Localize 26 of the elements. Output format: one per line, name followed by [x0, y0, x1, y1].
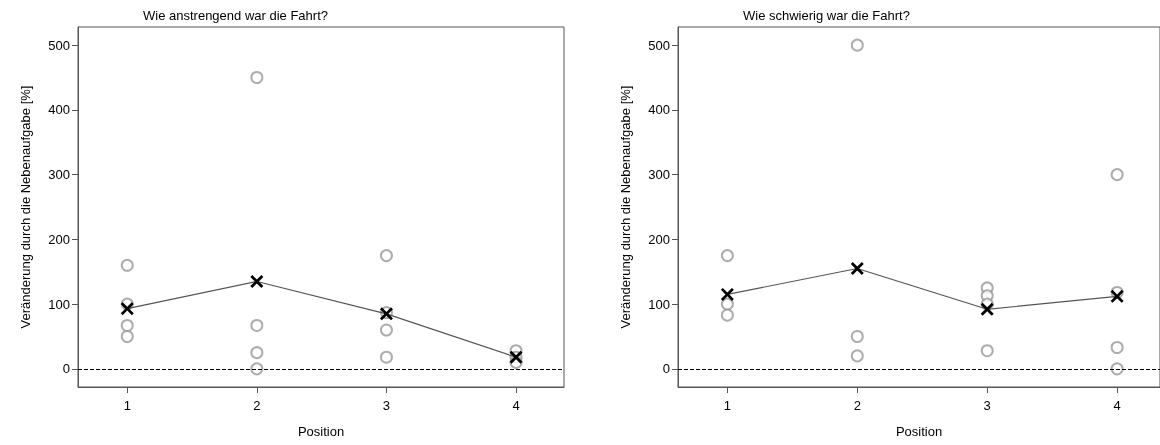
x-tick-label: 1 [123, 398, 131, 413]
y-axis-title: Veränderung durch die Nebenaufgabe [%] [618, 85, 633, 329]
y-tick-label: 200 [648, 231, 670, 247]
chart-title: Wie anstrengend war die Fahrt? [143, 8, 328, 23]
x-axis-title: Position [895, 424, 943, 439]
x-tick-label: 3 [382, 398, 391, 413]
y-tick-label: 300 [48, 167, 70, 183]
y-tick-label: 400 [48, 102, 70, 118]
y-tick-label: 400 [648, 102, 670, 118]
x-tick-label: 4 [1113, 398, 1121, 413]
x-tick-label: 2 [253, 398, 261, 413]
y-tick-label: 300 [648, 167, 670, 183]
x-axis-title: Position [297, 424, 345, 439]
y-tick-label: 0 [62, 361, 70, 377]
x-tick-label: 1 [723, 398, 731, 413]
y-tick-label: 200 [48, 231, 70, 247]
y-axis-title: Veränderung durch die Nebenaufgabe [%] [18, 85, 33, 329]
y-tick-label: 0 [662, 361, 670, 377]
y-tick-label: 100 [48, 296, 70, 312]
y-tick-label: 500 [648, 37, 670, 53]
x-tick-label: 4 [512, 398, 520, 413]
chart-title: Wie schwierig war die Fahrt? [743, 8, 910, 23]
y-tick-label: 100 [648, 296, 670, 312]
x-tick-label: 2 [853, 398, 861, 413]
x-tick-label: 3 [983, 398, 991, 413]
y-tick-label: 500 [48, 37, 70, 53]
